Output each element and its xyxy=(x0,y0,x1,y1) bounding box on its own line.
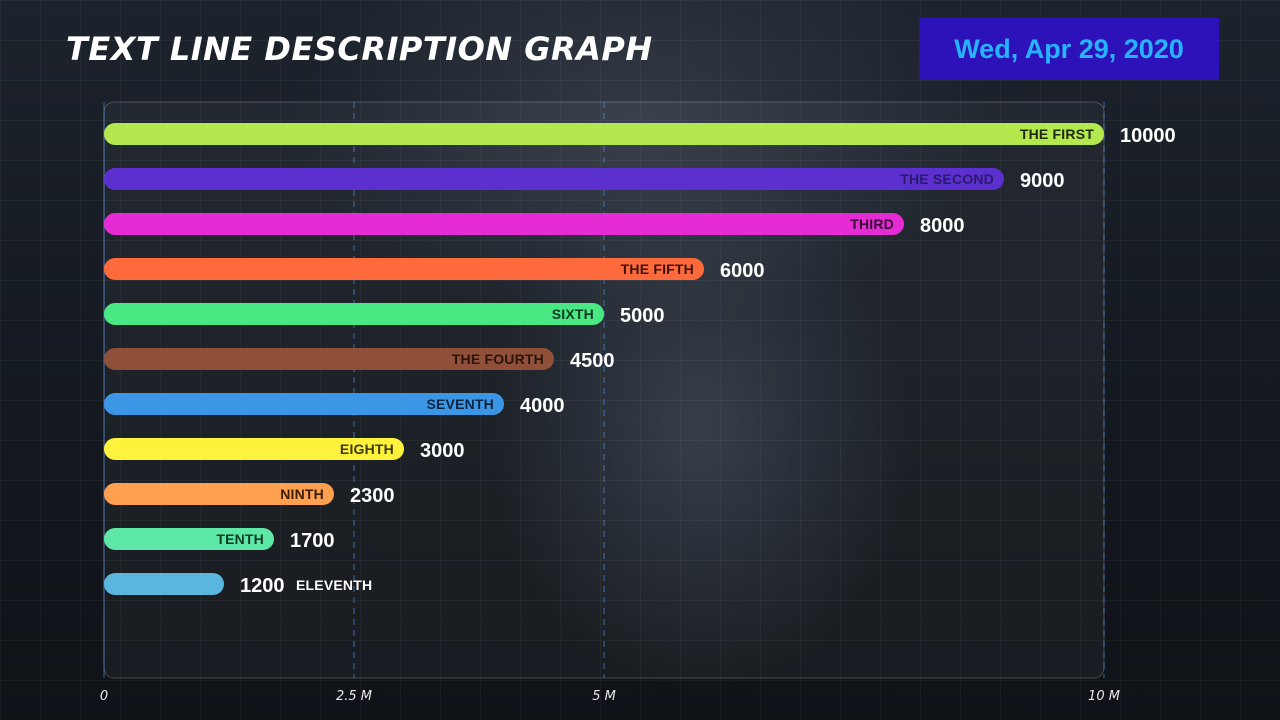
bar-category-label-3: THIRD xyxy=(850,216,894,232)
bar-7 xyxy=(104,393,504,415)
bar-8 xyxy=(104,438,404,460)
bar-10 xyxy=(104,528,274,550)
bar-category-label-11: ELEVENTH xyxy=(296,577,372,593)
bar-2 xyxy=(104,168,1004,190)
bar-value-label-5: 5000 xyxy=(620,305,665,327)
bar-category-label-2: THE SECOND xyxy=(900,171,994,187)
bar-category-label-6: THE FOURTH xyxy=(452,351,544,367)
x-tick-label-3: 10 M xyxy=(1088,689,1120,704)
x-tick-label-1: 2.5 M xyxy=(336,689,372,704)
bar-category-label-1: THE FIRST xyxy=(1020,126,1094,142)
bar-9 xyxy=(104,483,334,505)
bar-5 xyxy=(104,303,604,325)
bar-value-label-6: 4500 xyxy=(570,350,615,372)
date-badge: Wed, Apr 29, 2020 xyxy=(919,18,1219,80)
bar-3 xyxy=(104,213,904,235)
bar-value-label-3: 8000 xyxy=(920,215,965,237)
bar-value-label-11: 1200 xyxy=(240,575,285,597)
chart-title: TEXT LINE DESCRIPTION GRAPH xyxy=(66,30,653,68)
bar-value-label-1: 10000 xyxy=(1120,125,1176,147)
bar-category-label-4: THE FIFTH xyxy=(621,261,694,277)
bar-category-label-8: EIGHTH xyxy=(340,441,394,457)
bar-value-label-10: 1700 xyxy=(290,530,335,552)
bar-4 xyxy=(104,258,704,280)
bar-1 xyxy=(104,123,1104,145)
bar-category-label-5: SIXTH xyxy=(552,306,594,322)
bar-value-label-9: 2300 xyxy=(350,485,395,507)
bar-6 xyxy=(104,348,554,370)
bar-value-label-2: 9000 xyxy=(1020,170,1065,192)
bar-value-label-4: 6000 xyxy=(720,260,765,282)
bar-11 xyxy=(104,573,224,595)
x-tick-label-2: 5 M xyxy=(592,689,616,704)
x-tick-label-0: 0 xyxy=(100,689,108,704)
bar-value-label-7: 4000 xyxy=(520,395,565,417)
date-text: Wed, Apr 29, 2020 xyxy=(954,33,1184,64)
bar-category-label-10: TENTH xyxy=(216,531,264,547)
bar-category-label-9: NINTH xyxy=(280,486,324,502)
bar-category-label-7: SEVENTH xyxy=(426,396,494,412)
bar-value-label-8: 3000 xyxy=(420,440,465,462)
